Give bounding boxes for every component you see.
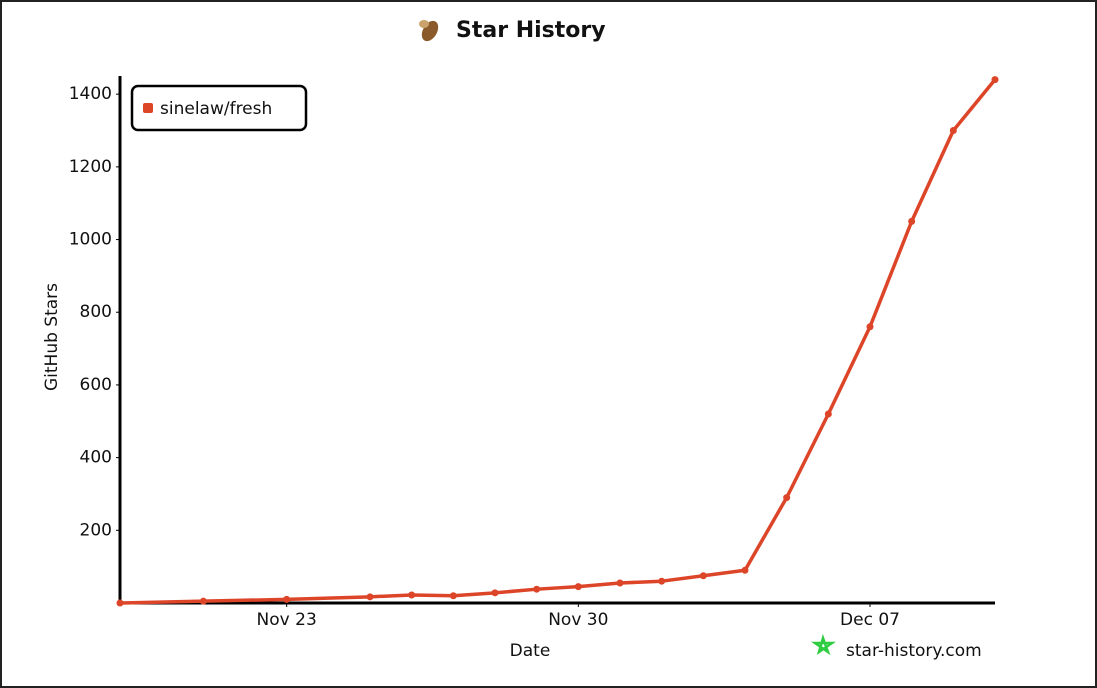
data-point — [824, 410, 832, 418]
legend-label: sinelaw/fresh — [160, 99, 272, 119]
x-tick-label: Nov 30 — [548, 610, 608, 630]
x-tick-label: Nov 23 — [257, 610, 317, 630]
data-point — [533, 585, 541, 593]
data-point — [408, 591, 416, 599]
data-point — [783, 494, 791, 502]
y-tick-label: 600 — [80, 375, 112, 395]
data-point — [991, 76, 999, 84]
data-point — [616, 579, 624, 587]
data-point — [283, 595, 291, 603]
y-tick-label: 1200 — [69, 157, 112, 177]
data-point — [741, 566, 749, 574]
data-point — [199, 597, 207, 605]
x-tick-label: Dec 07 — [840, 610, 900, 630]
data-point — [491, 589, 499, 597]
y-tick-label: 1000 — [69, 230, 112, 250]
data-point — [658, 577, 666, 585]
watermark: star-history.com — [846, 641, 982, 661]
data-point — [574, 583, 582, 591]
y-tick-label: 1400 — [69, 84, 112, 104]
legend-swatch — [143, 103, 153, 113]
y-tick-label: 800 — [80, 302, 112, 322]
title-icon — [419, 20, 439, 42]
y-axis-label: GitHub Stars — [42, 283, 62, 391]
data-point — [449, 592, 457, 600]
data-point — [366, 593, 374, 601]
watermark-logo — [810, 633, 837, 656]
data-point — [908, 217, 916, 225]
data-point — [866, 323, 874, 331]
x-axis-label: Date — [510, 641, 551, 661]
data-point — [949, 127, 957, 135]
y-tick-label: 200 — [80, 520, 112, 540]
data-point — [116, 599, 124, 607]
chart-title: Star History — [456, 18, 606, 43]
data-point — [699, 572, 707, 580]
y-tick-label: 400 — [80, 448, 112, 468]
legend-box — [130, 84, 308, 132]
